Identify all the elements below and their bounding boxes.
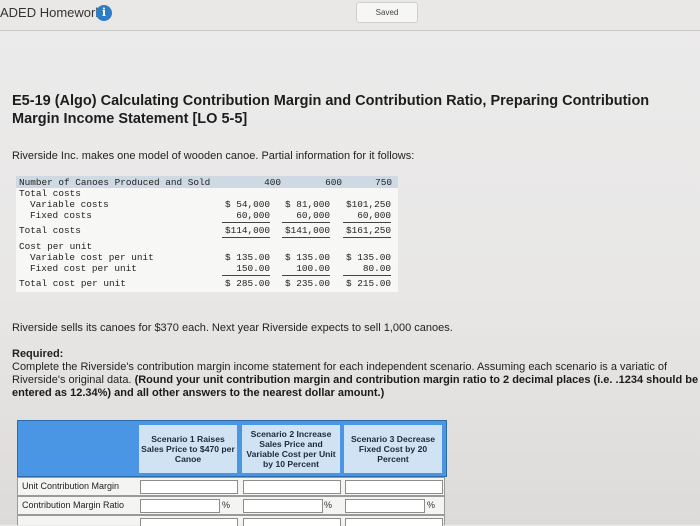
percent-symbol: % xyxy=(324,500,333,510)
sells-statement: Riverside sells its canoes for $370 each… xyxy=(12,322,453,334)
underline xyxy=(222,237,270,238)
col-600: 600 xyxy=(325,177,342,188)
fixed-cost-400: 60,000 xyxy=(236,210,270,221)
percent-symbol: % xyxy=(427,500,436,510)
fixed-costs-label: Fixed costs xyxy=(30,210,92,221)
percent-symbol: % xyxy=(222,500,231,510)
required-rounding-instructions: (Round your unit contribution margin and… xyxy=(12,374,699,399)
saved-status-badge: Saved xyxy=(356,2,418,23)
total-costs-label: Total costs xyxy=(19,188,81,199)
underline xyxy=(282,237,330,238)
underline xyxy=(282,275,330,276)
fixed-per-unit-label: Fixed cost per unit xyxy=(30,263,137,274)
variable-cost-600: $ 81,000 xyxy=(284,199,330,210)
unit-cm-scenario-1-input[interactable] xyxy=(140,480,238,494)
header-label: Number of Canoes Produced and Sold xyxy=(19,177,211,188)
fixed-per-unit-400: 150.00 xyxy=(236,263,270,274)
var-per-unit-600: $ 135.00 xyxy=(284,252,330,263)
underline xyxy=(343,237,391,238)
next-row-scenario-3-input[interactable] xyxy=(345,518,443,526)
fixed-per-unit-750: 80.00 xyxy=(362,263,391,274)
underline xyxy=(343,222,391,223)
question-intro: Riverside Inc. makes one model of wooden… xyxy=(12,150,415,162)
scenario-2-header: Scenario 2 Increase Sales Price and Vari… xyxy=(242,425,340,473)
total-per-unit-label: Total cost per unit xyxy=(19,278,126,289)
underline xyxy=(282,222,330,223)
row-next-partial xyxy=(17,515,445,526)
col-400: 400 xyxy=(264,177,281,188)
underline xyxy=(222,222,270,223)
unit-cm-scenario-3-input[interactable] xyxy=(345,480,443,494)
app-title: ADED Homework xyxy=(0,5,102,20)
unit-cm-scenario-2-input[interactable] xyxy=(243,480,341,494)
underline xyxy=(222,275,270,276)
var-per-unit-400: $ 135.00 xyxy=(224,252,270,263)
scenario-1-header: Scenario 1 Raises Sales Price to $470 pe… xyxy=(139,425,237,473)
var-per-unit-label: Variable cost per unit xyxy=(30,252,154,263)
fixed-cost-750: 60,000 xyxy=(357,210,391,221)
row-unit-contribution-margin: Unit Contribution Margin xyxy=(17,477,445,496)
fixed-per-unit-600: 100.00 xyxy=(296,263,330,274)
underline xyxy=(343,275,391,276)
cm-ratio-scenario-3-input[interactable] xyxy=(345,499,425,513)
variable-cost-750: $101,250 xyxy=(345,199,391,210)
info-icon[interactable]: i xyxy=(96,5,112,21)
total-costs-row-label: Total costs xyxy=(19,225,81,236)
col-750: 750 xyxy=(375,177,392,188)
var-per-unit-750: $ 135.00 xyxy=(345,252,391,263)
next-row-scenario-1-input[interactable] xyxy=(140,518,238,526)
answer-grid: Scenario 1 Raises Sales Price to $470 pe… xyxy=(17,420,447,526)
cost-per-unit-label: Cost per unit xyxy=(19,241,93,252)
row-label: Contribution Margin Ratio xyxy=(22,500,125,510)
cost-table-header-band xyxy=(16,176,398,188)
answer-grid-header: Scenario 1 Raises Sales Price to $470 pe… xyxy=(17,420,447,477)
question-title: E5-19 (Algo) Calculating Contribution Ma… xyxy=(12,93,650,127)
scenario-3-header: Scenario 3 Decrease Fixed Cost by 20 Per… xyxy=(344,425,442,473)
total-cost-400: $114,000 xyxy=(224,225,270,236)
next-row-scenario-2-input[interactable] xyxy=(243,518,341,526)
required-body: Complete the Riverside's contribution ma… xyxy=(12,361,700,400)
cost-data-table: Number of Canoes Produced and Sold 400 6… xyxy=(16,176,398,292)
cm-ratio-scenario-1-input[interactable] xyxy=(140,499,220,513)
total-per-unit-400: $ 285.00 xyxy=(224,278,270,289)
required-heading: Required: xyxy=(12,348,64,360)
variable-costs-label: Variable costs xyxy=(30,199,109,210)
required-text: Complete the Riverside's contribution ma… xyxy=(12,361,668,386)
fixed-cost-600: 60,000 xyxy=(296,210,330,221)
cm-ratio-scenario-2-input[interactable] xyxy=(243,499,323,513)
top-bar: ADED Homework i Saved xyxy=(0,0,700,31)
row-label: Unit Contribution Margin xyxy=(22,481,120,491)
total-cost-750: $161,250 xyxy=(345,225,391,236)
total-per-unit-600: $ 235.00 xyxy=(284,278,330,289)
row-contribution-margin-ratio: Contribution Margin Ratio % % % xyxy=(17,496,445,515)
total-cost-600: $141,000 xyxy=(284,225,330,236)
variable-cost-400: $ 54,000 xyxy=(224,199,270,210)
total-per-unit-750: $ 215.00 xyxy=(345,278,391,289)
